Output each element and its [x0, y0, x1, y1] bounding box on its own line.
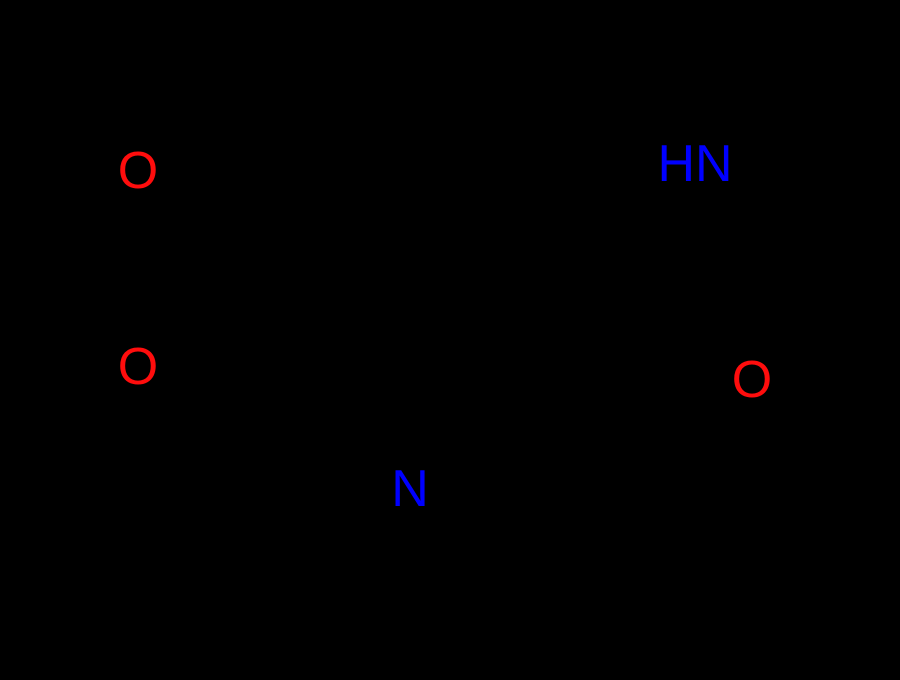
- atom-N1: N: [391, 460, 429, 518]
- atom-O2: O: [118, 338, 158, 396]
- molecule-diagram: O O N HN O: [0, 0, 900, 680]
- atom-N2: HN: [657, 135, 732, 193]
- atom-O3: O: [732, 351, 772, 409]
- atom-O1: O: [118, 142, 158, 200]
